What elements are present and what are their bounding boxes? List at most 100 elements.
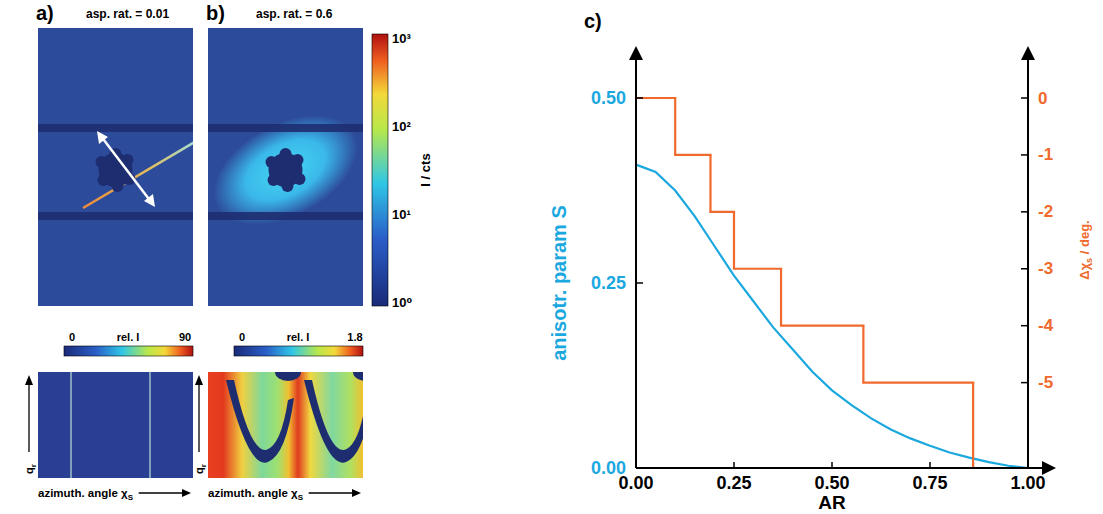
label: 0 [69, 331, 75, 343]
label-part: r [29, 464, 38, 467]
label-part: q [23, 467, 35, 474]
beamstop-shadow [275, 372, 301, 381]
figure: a)asp. rat. = 0.01090rel. Iqrazimuth. an… [0, 0, 1103, 514]
arrow-head [25, 375, 33, 385]
step-riser [733, 212, 735, 269]
label: AR [818, 492, 846, 513]
streak [149, 372, 151, 478]
step-riser [972, 383, 974, 468]
label: asp. rat. = 0.6 [256, 7, 333, 21]
beamstop [112, 180, 124, 192]
arrow-head [352, 489, 361, 497]
y2-axis [1027, 58, 1029, 468]
step-segment [781, 325, 863, 327]
image-ground [38, 372, 193, 478]
axis-label: qr [23, 464, 38, 474]
colorbar [372, 34, 388, 306]
label: 90 [179, 331, 191, 343]
image-ground [38, 28, 193, 306]
axis-label: azimuth. angle χS [208, 487, 304, 502]
axis-label: qr [193, 464, 208, 474]
axis-label: azimuth. angle χS [38, 487, 134, 502]
step-segment [636, 97, 675, 99]
detector-image [38, 28, 193, 306]
label: -1 [1038, 145, 1053, 164]
arrow-head [144, 194, 155, 207]
arrow-head [195, 375, 203, 385]
y-axis [635, 58, 637, 468]
label: 0 [239, 331, 245, 343]
rel-colorbar [64, 346, 193, 356]
beamstop-shadow [353, 372, 363, 381]
label: 0.50 [814, 473, 849, 493]
label: 0.75 [912, 473, 947, 493]
beamstop-bar [38, 124, 193, 132]
step-segment [863, 382, 973, 384]
y2-tick [1021, 154, 1028, 156]
line [636, 165, 1028, 468]
label: 0.00 [591, 458, 626, 478]
beamstop-bar [208, 212, 363, 220]
label-part: S [128, 493, 134, 502]
beamstop [266, 156, 278, 168]
scatter-halo [208, 93, 363, 247]
label: I / cts [418, 153, 433, 186]
label: 0.25 [591, 273, 626, 293]
arrow [309, 492, 353, 493]
arrow [102, 138, 150, 201]
arrow [198, 384, 199, 452]
label: -4 [1038, 316, 1054, 335]
step-segment [710, 211, 734, 213]
arrow-head [1021, 46, 1035, 60]
beamstop-bar [208, 124, 363, 132]
y-tick [636, 467, 643, 469]
streak [83, 140, 193, 208]
step-riser [674, 98, 676, 155]
beamstop [280, 148, 292, 160]
label: 10³ [392, 31, 411, 46]
y2-tick [1021, 211, 1028, 213]
streak [70, 372, 72, 478]
polar-image [38, 372, 193, 478]
axis-label: Δχs / deg. [1077, 220, 1094, 279]
y2-tick [1021, 382, 1028, 384]
label: 0.25 [716, 473, 751, 493]
label: asp. rat. = 0.01 [86, 7, 169, 21]
label: 10² [392, 119, 411, 134]
beamstop-bar [38, 212, 193, 220]
rel-colorbar [234, 346, 363, 356]
label: a) [36, 2, 54, 24]
beamstop [96, 156, 108, 168]
label: 1.8 [347, 331, 362, 343]
plot-area [636, 98, 1028, 468]
x-tick [929, 462, 931, 468]
label-part: azimuth. angle χ [208, 487, 298, 499]
beamstop [268, 174, 280, 186]
label-part: Δχ [1077, 262, 1092, 279]
arrow [139, 492, 183, 493]
y2-tick [1021, 325, 1028, 327]
arrow [28, 384, 29, 452]
label-part: r [199, 464, 208, 467]
label: rel. I [287, 331, 310, 343]
step-riser [780, 269, 782, 326]
label: anisotr. param S [548, 205, 570, 361]
label: 1.00 [1010, 473, 1045, 493]
y2-tick [1021, 268, 1028, 270]
step-segment [734, 268, 781, 270]
step-riser [862, 326, 864, 383]
step-segment [675, 154, 710, 156]
x-tick [635, 462, 637, 468]
arrow-head [629, 46, 643, 60]
label: rel. I [117, 331, 140, 343]
y-tick [636, 97, 643, 99]
label-part: S [298, 493, 304, 502]
beamstop [292, 154, 304, 166]
y2-tick [1021, 97, 1028, 99]
beamstop [282, 180, 294, 192]
beamstop [98, 174, 110, 186]
label: 10¹ [392, 207, 411, 222]
label-part: q [193, 467, 205, 474]
x-tick [733, 462, 735, 468]
x-tick [1027, 462, 1029, 468]
